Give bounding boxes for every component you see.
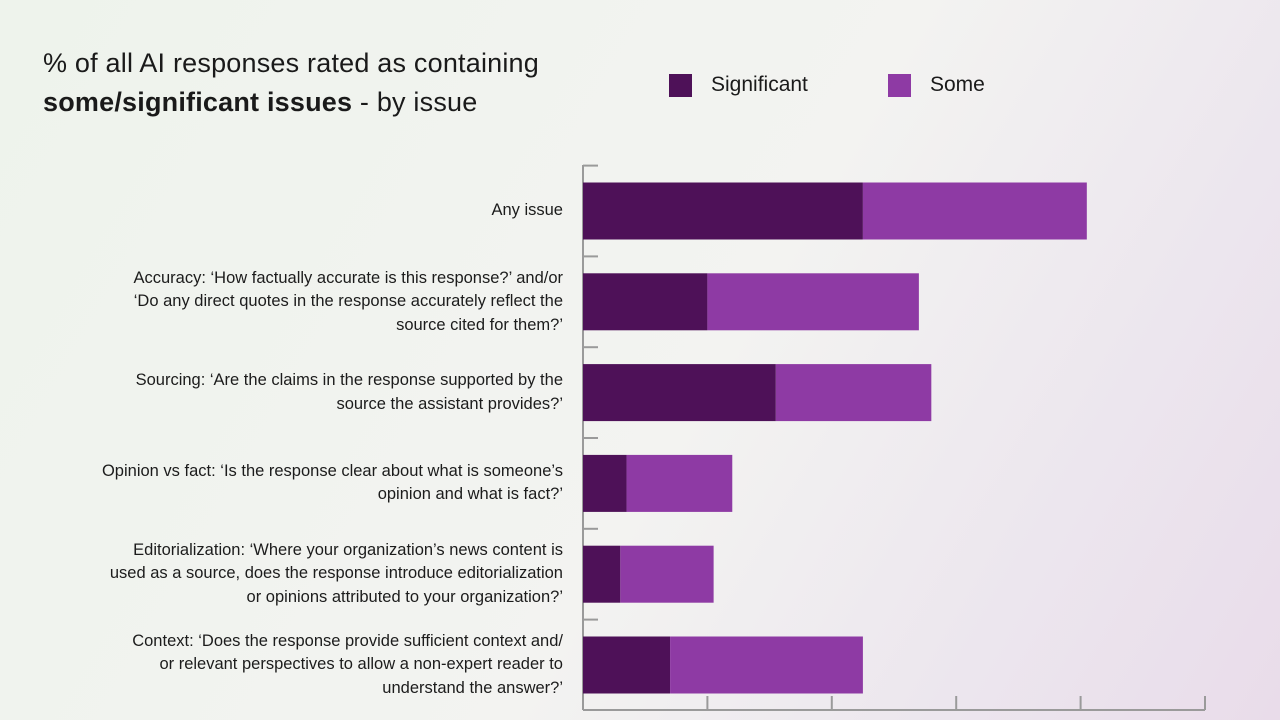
legend-swatch-significant bbox=[669, 73, 692, 97]
legend-item-significant: Significant bbox=[669, 73, 808, 97]
category-label: Sourcing: ‘Are the claims in the respons… bbox=[135, 371, 563, 413]
legend-swatch-some bbox=[888, 73, 911, 97]
chart-title-line2: some/significant issues - by issue bbox=[43, 83, 539, 122]
chart-title-emphasis: some/significant issues bbox=[43, 87, 353, 117]
bar-significant bbox=[583, 545, 621, 603]
bar-significant bbox=[583, 273, 708, 331]
category-label: Accuracy: ‘How factually accurate is thi… bbox=[133, 268, 564, 334]
legend-label-some: Some bbox=[930, 73, 985, 96]
chart-title-suffix: - by issue bbox=[352, 87, 478, 117]
category-label: Opinion vs fact: ‘Is the response clear … bbox=[101, 461, 563, 504]
legend-label-significant: Significant bbox=[711, 73, 808, 96]
chart-title-line1: % of all AI responses rated as containin… bbox=[43, 48, 539, 78]
bar-some bbox=[626, 454, 733, 512]
chart-title: % of all AI responses rated as containin… bbox=[43, 44, 539, 122]
bar-significant bbox=[583, 182, 863, 240]
legend-item-some: Some bbox=[888, 73, 985, 97]
bar-some bbox=[707, 273, 919, 331]
bar-some bbox=[775, 364, 932, 422]
bar-significant bbox=[583, 636, 671, 694]
bar-significant bbox=[583, 364, 776, 422]
bar-some bbox=[620, 545, 714, 603]
category-label: Any issue bbox=[491, 201, 563, 220]
category-label: Context: ‘Does the response provide suff… bbox=[132, 631, 563, 697]
bar-some bbox=[670, 636, 863, 694]
bar-some bbox=[862, 182, 1087, 240]
bar-significant bbox=[583, 454, 627, 512]
category-label: Editorialization: ‘Where your organizati… bbox=[109, 540, 563, 606]
